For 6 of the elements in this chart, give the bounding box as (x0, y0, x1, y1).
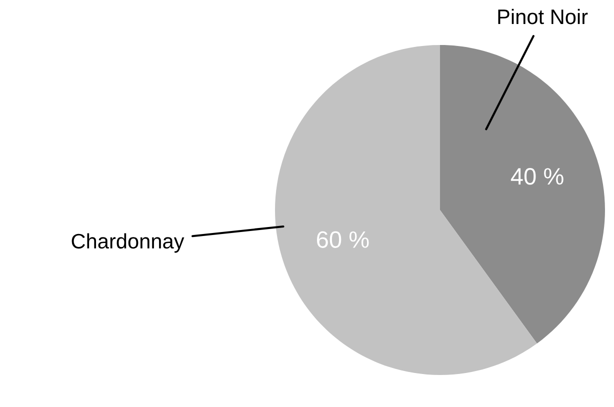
data-label: 60 % (317, 231, 369, 248)
pie-slice (440, 45, 605, 344)
data-label: 40 % (510, 168, 564, 185)
slice-label: Chardonnay (72, 233, 184, 253)
slice-label: Pinot Noir (498, 8, 588, 24)
pie-slice (275, 45, 537, 375)
